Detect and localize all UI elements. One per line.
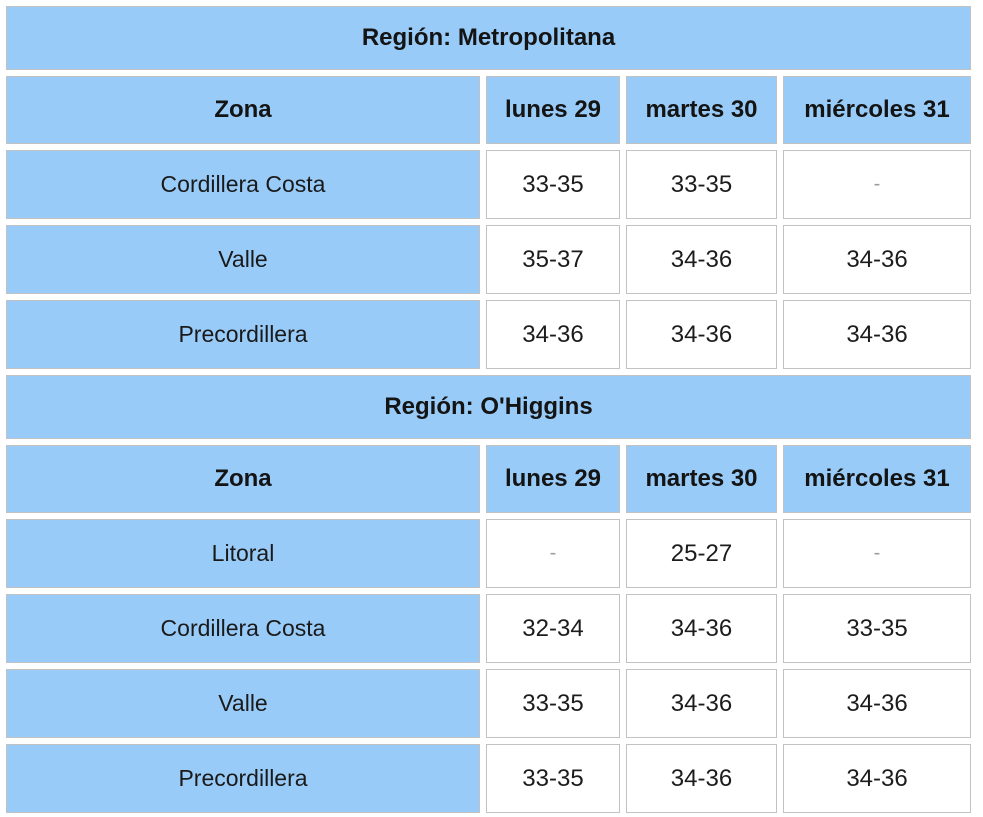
zone-name: Valle [6, 225, 480, 294]
column-header-miercoles-31: miércoles 31 [783, 445, 972, 513]
table-row: Cordillera Costa 32-34 34-36 33-35 [6, 594, 972, 663]
temperature-range: 32-34 [486, 594, 620, 663]
column-header-row: Zona lunes 29 martes 30 miércoles 31 [6, 76, 972, 144]
temperature-range: 33-35 [486, 150, 620, 219]
temperature-range: 33-35 [486, 669, 620, 738]
region-title-metropolitana: Región: Metropolitana [6, 6, 972, 70]
temperature-range: 34-36 [626, 225, 777, 294]
column-header-row: Zona lunes 29 martes 30 miércoles 31 [6, 445, 972, 513]
table-row: Precordillera 34-36 34-36 34-36 [6, 300, 972, 369]
column-header-zona: Zona [6, 445, 480, 513]
temperature-range: 34-36 [626, 300, 777, 369]
temperature-range: 34-36 [783, 669, 972, 738]
region-header-row: Región: O'Higgins [6, 375, 972, 439]
temperature-range: 34-36 [783, 300, 972, 369]
table-row: Precordillera 33-35 34-36 34-36 [6, 744, 972, 813]
zone-name: Litoral [6, 519, 480, 588]
column-header-zona: Zona [6, 76, 480, 144]
temperature-range: 34-36 [783, 225, 972, 294]
column-header-lunes-29: lunes 29 [486, 76, 620, 144]
temperature-range: 33-35 [486, 744, 620, 813]
region-header-row: Región: Metropolitana [6, 6, 972, 70]
temperature-range: 34-36 [486, 300, 620, 369]
temperature-range: - [783, 519, 972, 588]
column-header-miercoles-31: miércoles 31 [783, 76, 972, 144]
temperature-range: - [783, 150, 972, 219]
zone-name: Valle [6, 669, 480, 738]
column-header-martes-30: martes 30 [626, 76, 777, 144]
temperature-range: 33-35 [626, 150, 777, 219]
table-row: Valle 35-37 34-36 34-36 [6, 225, 972, 294]
zone-name: Precordillera [6, 300, 480, 369]
column-header-lunes-29: lunes 29 [486, 445, 620, 513]
temperature-range: - [486, 519, 620, 588]
temperature-range: 34-36 [626, 594, 777, 663]
temperature-range: 35-37 [486, 225, 620, 294]
zone-name: Cordillera Costa [6, 150, 480, 219]
table-row: Cordillera Costa 33-35 33-35 - [6, 150, 972, 219]
region-title-ohiggins: Región: O'Higgins [6, 375, 972, 439]
zone-name: Precordillera [6, 744, 480, 813]
temperature-range: 34-36 [783, 744, 972, 813]
zone-name: Cordillera Costa [6, 594, 480, 663]
temperature-range: 33-35 [783, 594, 972, 663]
column-header-martes-30: martes 30 [626, 445, 777, 513]
temperature-range: 34-36 [626, 669, 777, 738]
temperature-range: 34-36 [626, 744, 777, 813]
temperature-range: 25-27 [626, 519, 777, 588]
table-row: Valle 33-35 34-36 34-36 [6, 669, 972, 738]
table-row: Litoral - 25-27 - [6, 519, 972, 588]
